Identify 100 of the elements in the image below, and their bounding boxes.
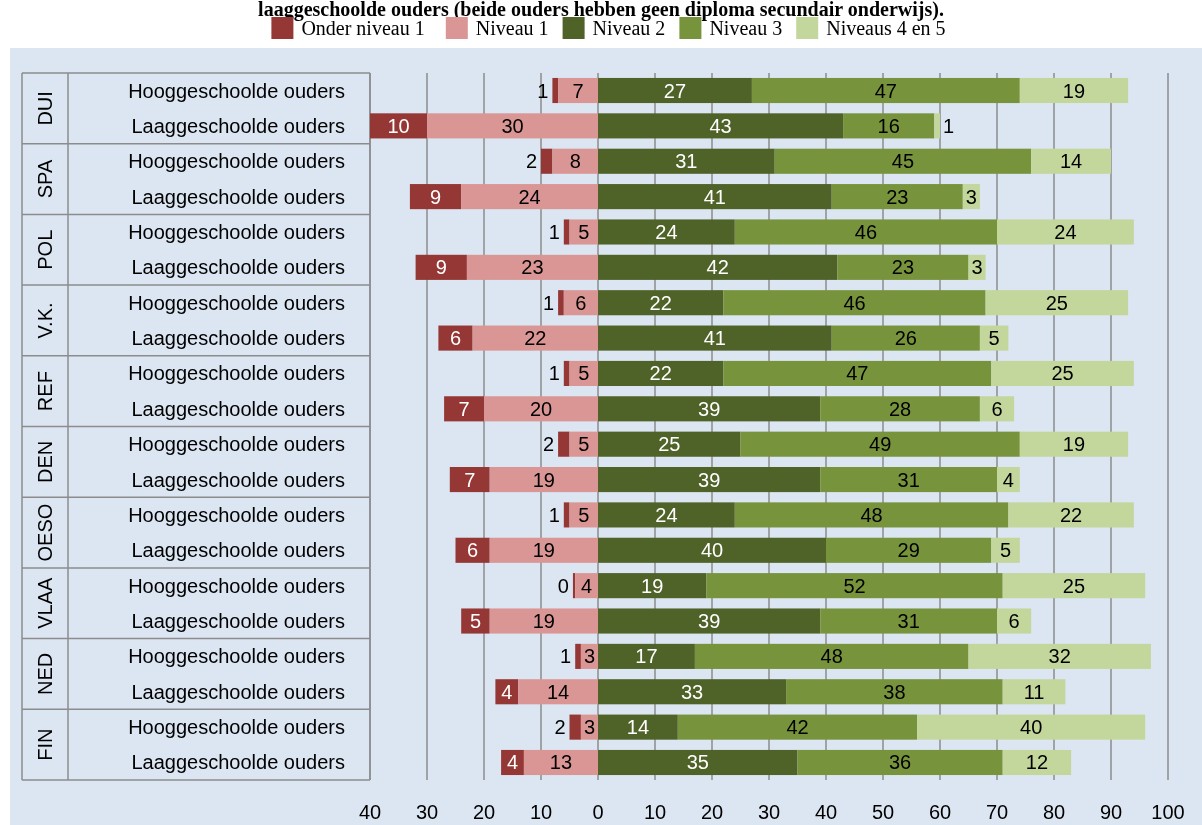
- data-label: 26: [894, 327, 917, 350]
- x-tick-label: 40: [358, 801, 382, 823]
- bar: [997, 608, 1032, 634]
- data-label: 25: [1051, 362, 1074, 385]
- y-tick-label: Hooggeschoolde ouders: [128, 645, 345, 668]
- data-label: 40: [1020, 716, 1043, 739]
- data-label: 22: [649, 291, 672, 314]
- bar: [997, 219, 1134, 245]
- bar: [1019, 431, 1129, 457]
- y-tick-label: Hooggeschoolde ouders: [128, 574, 345, 597]
- bar: [694, 643, 969, 669]
- data-label: 2: [554, 716, 566, 739]
- y-tick-label: Hooggeschoolde ouders: [128, 362, 345, 385]
- data-label: 30: [501, 114, 524, 137]
- data-label: 4: [1002, 468, 1014, 491]
- bar: [472, 325, 598, 351]
- x-tick-label: 80: [1042, 801, 1066, 823]
- data-label: 1: [548, 503, 560, 526]
- bar: [837, 254, 969, 280]
- bar: [484, 396, 598, 422]
- data-label: 12: [1025, 751, 1049, 774]
- data-label: 6: [467, 539, 479, 562]
- data-label: 32: [1048, 645, 1071, 668]
- bar: [598, 184, 832, 210]
- data-label: 31: [897, 468, 920, 491]
- data-label: 5: [578, 503, 590, 526]
- bar: [489, 608, 598, 634]
- text: FIN: [34, 728, 56, 761]
- bar: [1031, 148, 1111, 174]
- data-label: 28: [888, 397, 912, 420]
- data-label: 1: [548, 220, 560, 243]
- bar: [489, 537, 598, 563]
- data-label: 3: [583, 645, 596, 668]
- data-label: 2: [542, 433, 555, 456]
- bar: [409, 184, 462, 210]
- data-label: 39: [698, 397, 721, 420]
- data-label: 16: [877, 114, 900, 137]
- bar: [1002, 749, 1072, 776]
- bar: [734, 219, 997, 245]
- data-label: 35: [686, 751, 709, 774]
- bar: [598, 467, 821, 493]
- y-tick-label: Hooggeschoolde ouders: [128, 79, 345, 102]
- x-tick-label: 100: [1151, 801, 1185, 823]
- data-label: 10: [387, 114, 410, 137]
- bar: [786, 679, 1003, 705]
- bar: [826, 537, 992, 563]
- text: DEN: [34, 440, 56, 483]
- data-label: 14: [1059, 150, 1083, 173]
- data-label: 13: [549, 751, 573, 774]
- data-label: 48: [860, 503, 883, 526]
- bar: [797, 749, 1003, 776]
- bar: [598, 254, 838, 280]
- bar: [466, 254, 598, 280]
- data-label: 1: [560, 645, 572, 668]
- x-tick-label: 0: [592, 801, 604, 823]
- bar: [1002, 573, 1146, 599]
- data-label: 19: [532, 539, 555, 562]
- bar: [774, 148, 1032, 174]
- y-tick-label: Laaggeschoolde ouders: [131, 327, 345, 350]
- text: REF: [34, 371, 56, 412]
- data-label: 1: [542, 291, 555, 314]
- bar: [552, 148, 598, 174]
- bar: [820, 608, 997, 634]
- bar: [706, 573, 1003, 599]
- data-label: 19: [532, 468, 555, 491]
- data-label: 42: [706, 256, 729, 279]
- bar: [598, 219, 735, 245]
- data-label: 2: [525, 150, 537, 173]
- data-label: 41: [703, 185, 726, 208]
- bar: [598, 502, 735, 528]
- data-label: 48: [820, 645, 843, 668]
- bar: [558, 77, 598, 104]
- bar: [820, 467, 997, 493]
- data-label: 23: [886, 185, 909, 208]
- data-label: 4: [506, 751, 519, 774]
- y-tick-label: Laaggeschoolde ouders: [131, 397, 345, 420]
- bar: [598, 608, 821, 634]
- x-tick-label: 70: [985, 801, 1009, 823]
- bar: [598, 360, 724, 386]
- data-label: 20: [529, 397, 553, 420]
- data-label: 5: [578, 220, 590, 243]
- y-tick-label: Hooggeschoolde ouders: [128, 716, 345, 739]
- data-label: 22: [649, 362, 672, 385]
- data-label: 27: [663, 79, 687, 102]
- data-label: 5: [988, 327, 1000, 350]
- data-label: 47: [846, 362, 869, 385]
- bar: [563, 502, 570, 528]
- data-label: 19: [1062, 433, 1086, 456]
- data-label: 7: [458, 397, 470, 420]
- bar: [541, 148, 553, 174]
- data-label: 14: [546, 680, 570, 703]
- data-label: 38: [883, 680, 906, 703]
- bar: [831, 325, 980, 351]
- data-label: 8: [569, 150, 581, 173]
- bar: [1002, 679, 1066, 705]
- bar: [523, 749, 598, 776]
- data-label: 17: [635, 645, 658, 668]
- x-tick-label: 20: [472, 801, 496, 823]
- bar: [598, 148, 775, 174]
- data-label: 9: [435, 256, 447, 279]
